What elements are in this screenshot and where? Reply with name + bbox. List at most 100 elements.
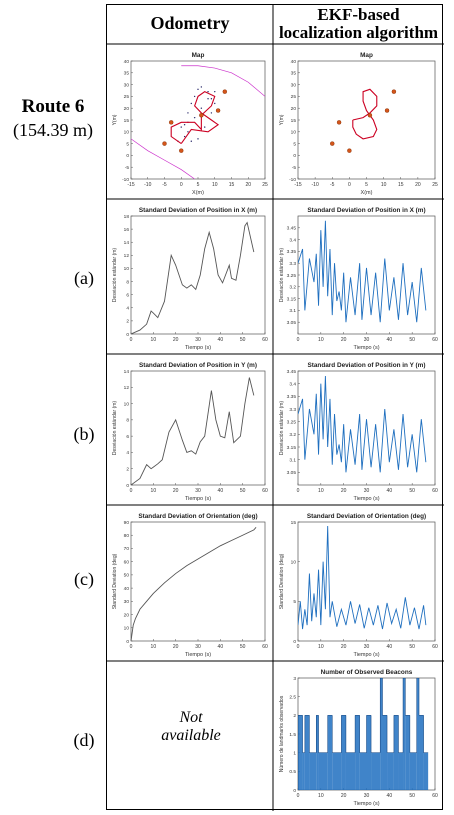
y-tick-label: 0 (293, 639, 296, 645)
landmark-estimate-point (180, 126, 182, 128)
plot-marks (131, 526, 257, 641)
beacon-count-bar (327, 715, 333, 790)
chart-title: Map (360, 52, 373, 59)
x-axis-label: Tiempo (s) (185, 496, 211, 502)
chart-title: Number of Observed Beacons (321, 669, 413, 676)
beacon-count-bar (398, 752, 404, 790)
y-tick-label: 3.4 (289, 381, 296, 387)
landmark-estimate-point (197, 138, 199, 140)
beacon-marker (169, 120, 174, 125)
plot-area (297, 60, 436, 180)
x-tick-label: -15 (294, 182, 301, 188)
x-tick-label: 20 (341, 337, 347, 343)
y-tick-label: 3.05 (287, 470, 297, 476)
chart-ekf-std-x: Standard Deviation of Position in X (m) 0… (279, 207, 438, 351)
y-tick-label: 3.45 (287, 226, 297, 232)
x-tick-label: 10 (318, 488, 324, 494)
landmark-estimate-point (207, 90, 209, 93)
y-axis-label: Y(m) (279, 114, 285, 125)
y-tick-label: 18 (124, 214, 130, 220)
cell-ekf-y: Standard Deviation of Position in Y (m) 0… (276, 357, 441, 503)
y-tick-label: 2.5 (289, 694, 296, 700)
x-tick-label: -5 (330, 182, 335, 188)
y-tick-label: 3.1 (289, 457, 296, 463)
landmark-estimate-point (197, 88, 199, 91)
row-label-c: (c) (74, 569, 94, 589)
x-tick-label: 20 (341, 644, 347, 650)
x-tick-label: 10 (151, 337, 157, 343)
beacon-marker (215, 108, 221, 113)
landmark-estimate-point (214, 90, 216, 93)
chart-odometry-std-x: Standard Deviation of Position in X (m) 0… (112, 207, 268, 351)
series-line (131, 221, 255, 334)
row-label-a: (a) (74, 268, 94, 288)
x-tick-label: 0 (348, 182, 351, 188)
y-tick-label: 3.2 (289, 432, 296, 438)
series-line (131, 526, 257, 641)
x-tick-label: 40 (387, 644, 393, 650)
y-tick-label: 30 (124, 82, 130, 88)
x-tick-label: 30 (364, 793, 370, 799)
beacon-count-bar (366, 715, 372, 790)
y-tick-label: -5 (125, 165, 130, 171)
x-tick-label: 0 (297, 644, 300, 650)
beacon-count-bar (359, 752, 367, 790)
beacon-count-bar (403, 678, 406, 790)
x-tick-label: 10 (318, 644, 324, 650)
beacon-count-bar (341, 715, 346, 790)
y-tick-label: 10 (124, 626, 130, 632)
y-tick-label: -5 (292, 165, 297, 171)
x-tick-label: 20 (173, 488, 179, 494)
beacon-count-bar (416, 678, 420, 790)
plot-area (130, 370, 266, 486)
x-tick-label: 30 (195, 644, 201, 650)
x-tick-label: -15 (127, 182, 134, 188)
not-available-line1: Not (179, 709, 203, 726)
y-tick-label: 8 (126, 279, 129, 285)
y-tick-label: 4 (126, 306, 129, 312)
x-tick-label: -10 (312, 182, 319, 188)
y-tick-label: 6 (126, 292, 129, 298)
beacon-marker (367, 113, 373, 118)
y-tick-label: 0 (293, 153, 296, 159)
x-tick-label: 60 (432, 488, 438, 494)
landmark-estimate-point (210, 112, 213, 114)
y-tick-label: 3.35 (287, 249, 297, 255)
robot-path-line (170, 91, 220, 145)
beacon-count-bar (309, 752, 317, 790)
x-tick-label: 0 (180, 182, 183, 188)
y-tick-label: 0 (126, 483, 129, 489)
beacon-marker (162, 141, 167, 146)
plot-marks (298, 678, 429, 790)
beacon-count-bar (382, 715, 388, 790)
x-axis-label: Tiempo (s) (185, 345, 211, 351)
grid-lines (107, 5, 444, 811)
cell-ekf-x: Standard Deviation of Position in X (m) 0… (276, 202, 441, 352)
y-axis-label: Standard Deviation (deg) (279, 553, 285, 609)
chart-title: Standard Deviation of Position in X (m) (139, 207, 257, 214)
y-tick-label: 10 (291, 130, 297, 136)
x-tick-label: 0 (130, 488, 133, 494)
y-axis-label: Desviación estándar (m) (112, 248, 118, 303)
landmark-estimate-point (200, 86, 203, 88)
x-tick-label: 30 (364, 644, 370, 650)
series-line (298, 525, 427, 630)
x-tick-label: 20 (245, 182, 251, 188)
y-axis-label: Y(m) (112, 114, 118, 125)
beacon-count-bar (380, 678, 383, 790)
x-tick-label: 50 (240, 337, 246, 343)
route-label: Route 6 (154.39 m) (0, 96, 106, 141)
y-tick-label: 20 (291, 106, 297, 112)
y-tick-label: -10 (122, 177, 129, 183)
column-header-ekf: EKF-based localization algorithm (273, 6, 444, 42)
route-length: (154.39 m) (13, 120, 93, 140)
cell-odo-map: Map -15 -10 -5 0 5 10 15 20 25 -10 -5 0 5 10 15 20 25 30 35… (109, 47, 271, 197)
x-tick-label: 10 (318, 793, 324, 799)
plot-area (130, 521, 266, 642)
beacon-count-bar (423, 752, 429, 790)
y-tick-label: 3.3 (289, 407, 296, 413)
x-tick-label: 10 (318, 337, 324, 343)
beacon-count-bar (371, 752, 381, 790)
y-tick-label: 35 (124, 71, 130, 77)
x-tick-label: 30 (364, 337, 370, 343)
